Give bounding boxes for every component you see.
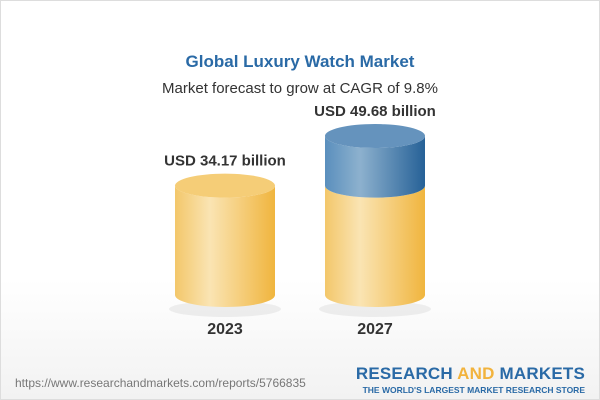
source-url[interactable]: https://www.researchandmarkets.com/repor… xyxy=(15,376,306,390)
category-label: 2027 xyxy=(357,321,393,338)
data-label: USD 34.17 billion xyxy=(164,153,286,170)
cylinder-shadow xyxy=(169,301,281,317)
data-label: USD 49.68 billion xyxy=(314,103,436,120)
cylinder-top-2023 xyxy=(175,173,275,198)
logo-text: RESEARCH xyxy=(355,364,458,383)
logo-text: MARKETS xyxy=(494,364,585,383)
cylinder-growth-segment-2027 xyxy=(325,136,425,198)
chart-title: Global Luxury Watch Market xyxy=(185,52,415,71)
logo-tagline: THE WORLD'S LARGEST MARKET RESEARCH STOR… xyxy=(362,385,585,395)
cylinder-top-2027 xyxy=(325,124,425,149)
cylinder-base-segment-2027 xyxy=(325,185,425,307)
cylinder-body-2023 xyxy=(175,185,275,307)
logo-text-and: AND xyxy=(457,364,495,383)
chart-subtitle: Market forecast to grow at CAGR of 9.8% xyxy=(162,80,438,97)
cylinder-shadow xyxy=(319,301,431,317)
research-and-markets-logo: RESEARCH AND MARKETS THE WORLD'S LARGEST… xyxy=(356,364,585,395)
category-label: 2023 xyxy=(207,321,243,338)
